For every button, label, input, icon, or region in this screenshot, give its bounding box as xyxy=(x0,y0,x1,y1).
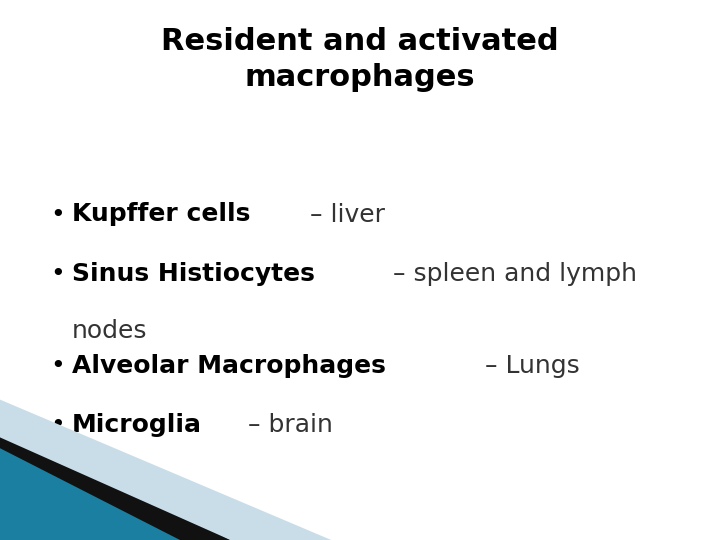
Polygon shape xyxy=(0,421,230,540)
Text: nodes: nodes xyxy=(72,319,148,342)
Text: – spleen and lymph: – spleen and lymph xyxy=(385,262,637,286)
Text: Kupffer cells: Kupffer cells xyxy=(72,202,251,226)
Text: – liver: – liver xyxy=(302,202,385,226)
Text: •: • xyxy=(50,202,65,226)
Text: •: • xyxy=(50,413,65,437)
Text: •: • xyxy=(50,354,65,377)
Text: Alveolar Macrophages: Alveolar Macrophages xyxy=(72,354,386,377)
Text: Microglia: Microglia xyxy=(72,413,202,437)
Polygon shape xyxy=(0,400,331,540)
Text: Resident and activated
macrophages: Resident and activated macrophages xyxy=(161,27,559,92)
Text: – Lungs: – Lungs xyxy=(477,354,580,377)
Text: •: • xyxy=(50,262,65,286)
Text: – brain: – brain xyxy=(240,413,333,437)
Polygon shape xyxy=(0,421,230,540)
Text: Sinus Histiocytes: Sinus Histiocytes xyxy=(72,262,315,286)
